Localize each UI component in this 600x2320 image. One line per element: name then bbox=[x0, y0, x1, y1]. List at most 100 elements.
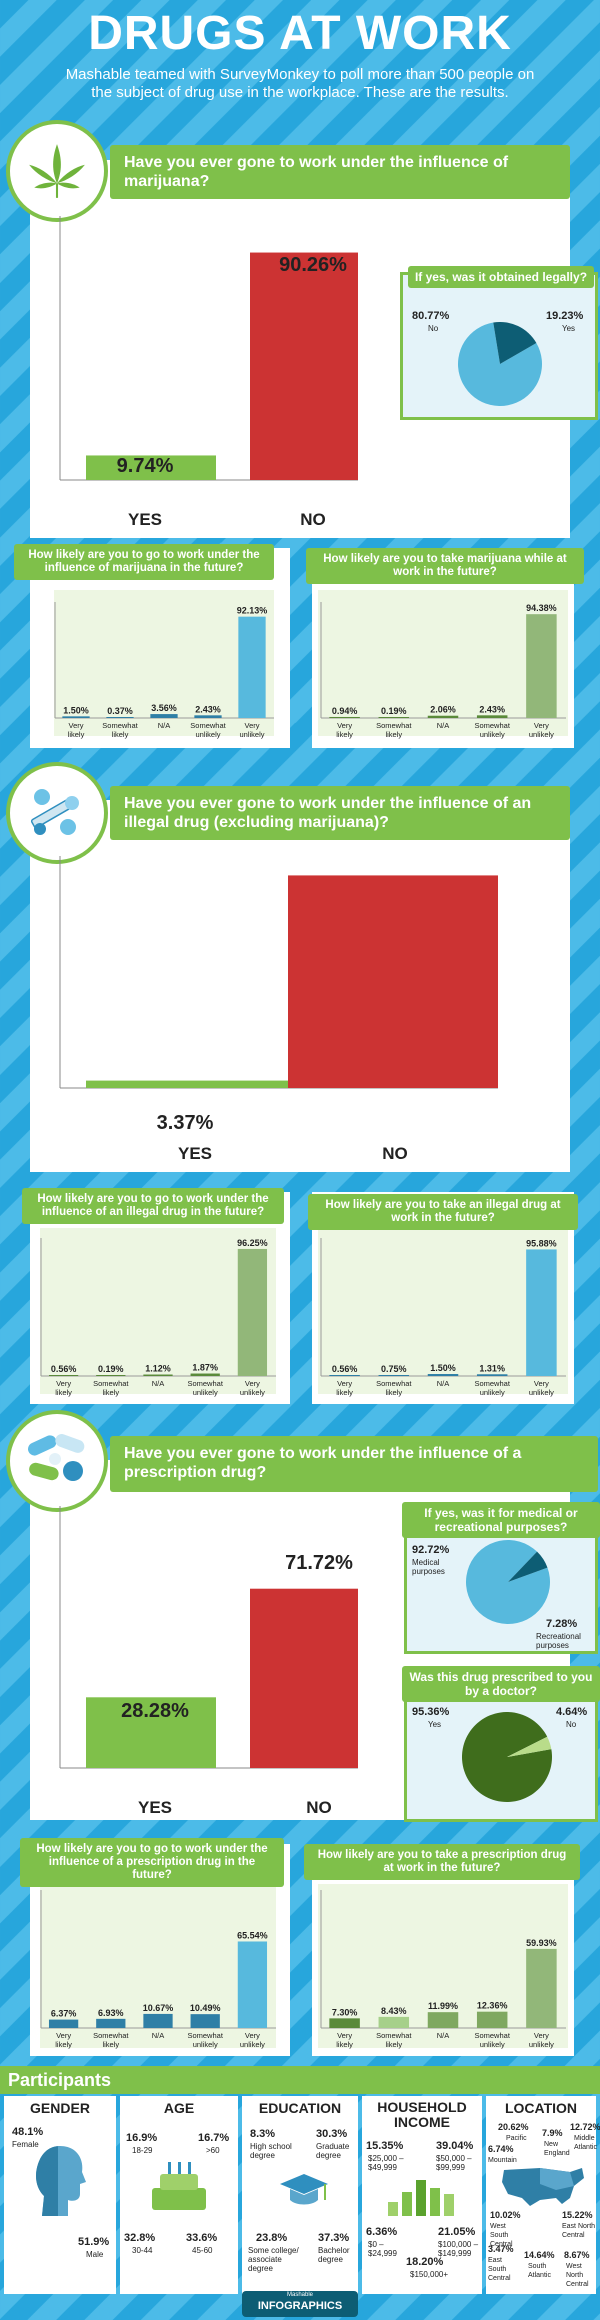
pie-slice-0 bbox=[458, 322, 542, 406]
brand-badge: Mashable INFOGRAPHICS bbox=[242, 2291, 358, 2317]
small-category-label: Very bbox=[245, 2031, 260, 2040]
small-bar bbox=[476, 1374, 508, 1376]
esc-value: 3.47% bbox=[488, 2244, 514, 2254]
age-b-value: 16.7% bbox=[198, 2132, 230, 2144]
marijuana-yes-no-chart bbox=[59, 216, 358, 481]
graduation-cap-icon bbox=[280, 2174, 328, 2205]
small-bar bbox=[476, 2011, 508, 2028]
small-category-label: likely bbox=[385, 1388, 402, 1397]
prescribed-yes-value: 95.36% bbox=[412, 1706, 450, 1718]
location-title: LOCATION bbox=[504, 2100, 578, 2116]
small-category-label: Somewhat bbox=[474, 2031, 510, 2040]
participants-header: Participants bbox=[0, 2066, 600, 2094]
enc-label: East North Central bbox=[562, 2223, 596, 2239]
small-category-label: Somewhat bbox=[376, 1379, 412, 1388]
small-category-label: likely bbox=[68, 730, 85, 739]
small-bar bbox=[190, 2014, 220, 2028]
wsc-label: West South Central bbox=[490, 2223, 513, 2248]
prescribed-no-label: No bbox=[566, 1720, 577, 1729]
illegal-question: Have you ever gone to work under the inf… bbox=[124, 795, 532, 831]
small-category-label: unlikely bbox=[239, 730, 264, 739]
small-chart-bg-1 bbox=[54, 590, 274, 736]
middle-atlantic-value: 12.72% bbox=[570, 2122, 600, 2132]
small-bar bbox=[526, 614, 557, 718]
small-category-label: unlikely bbox=[529, 1388, 554, 1397]
small-category-label: N/A bbox=[152, 2031, 165, 2040]
small-category-label: N/A bbox=[437, 721, 450, 730]
small-bar-value: 94.38% bbox=[526, 603, 557, 613]
edu-b-label: Graduate degree bbox=[316, 2142, 350, 2160]
illegal-yes-value: 3.37% bbox=[156, 1112, 214, 1134]
small-bar-value: 2.43% bbox=[479, 704, 505, 714]
age-a-value: 16.9% bbox=[126, 2132, 158, 2144]
small-category-label: Somewhat bbox=[187, 2031, 223, 2040]
legal-no-value: 80.77% bbox=[412, 310, 450, 322]
small-category-label: unlikely bbox=[240, 2040, 265, 2049]
illegal-question-banner: Have you ever gone to work under the inf… bbox=[110, 786, 570, 840]
small-category-label: Somewhat bbox=[102, 721, 138, 730]
small-bar bbox=[190, 1373, 220, 1376]
small-chart-title-3: How likely are you to go to work under t… bbox=[22, 1188, 284, 1224]
small-bar bbox=[194, 715, 222, 718]
income-title: HOUSEHOLD INCOME bbox=[377, 2099, 467, 2130]
wsc-value: 10.02% bbox=[490, 2210, 521, 2220]
pie-slice-1 bbox=[493, 322, 537, 364]
page-title: DRUGS AT WORK bbox=[88, 7, 512, 60]
small-bar-value: 92.13% bbox=[237, 606, 268, 616]
small-category-label: Very bbox=[245, 1379, 260, 1388]
small-category-label: unlikely bbox=[529, 730, 554, 739]
small-bar bbox=[48, 1375, 79, 1376]
edu-a-value: 8.3% bbox=[250, 2128, 276, 2140]
small-chart-2: 0.94%Verylikely0.19%Somewhatlikely2.06%N… bbox=[320, 602, 566, 739]
income-c-value: 6.36% bbox=[366, 2226, 398, 2238]
new-england-value: 7.9% bbox=[542, 2128, 563, 2138]
small-bar bbox=[476, 715, 508, 718]
illegal-no-value: 96.63% bbox=[361, 858, 429, 880]
small-bar bbox=[526, 1249, 557, 1376]
small-category-label: Very bbox=[534, 2031, 549, 2040]
new-england-label: New England bbox=[544, 2141, 570, 2157]
small-category-label: Very bbox=[337, 2031, 352, 2040]
small-bar-value: 65.54% bbox=[237, 1930, 268, 1940]
income-d-label: $100,000 – $149,999 bbox=[438, 2240, 479, 2258]
small-bar-value: 0.56% bbox=[51, 1364, 77, 1374]
small-bar-value: 96.25% bbox=[237, 1238, 268, 1248]
wnc-value: 8.67% bbox=[564, 2250, 590, 2260]
small-category-label: likely bbox=[55, 1388, 72, 1397]
pacific-label: Pacific bbox=[506, 2135, 527, 2142]
small-category-label: unlikely bbox=[193, 1388, 218, 1397]
small-bar-value: 8.43% bbox=[381, 2006, 407, 2016]
bar-yes bbox=[86, 1697, 216, 1768]
small-bar bbox=[143, 2013, 173, 2028]
bar-yes bbox=[86, 1080, 316, 1088]
small-category-label: unlikely bbox=[480, 2040, 505, 2049]
small-chart-3: 0.56%Verylikely0.19%Somewhatlikely1.12%N… bbox=[40, 1238, 276, 1397]
pie-slice-1 bbox=[507, 1736, 552, 1757]
small-bar bbox=[427, 1374, 459, 1376]
age-b-label: >60 bbox=[206, 2146, 220, 2155]
prescription-question: Have you ever gone to work under the inf… bbox=[124, 1445, 522, 1481]
small-category-label: N/A bbox=[437, 1379, 450, 1388]
small-chart-title-2: How likely are you to take marijuana whi… bbox=[306, 548, 584, 584]
small-bar-value: 0.94% bbox=[332, 706, 358, 716]
small-category-label: unlikely bbox=[480, 1388, 505, 1397]
small-bar bbox=[427, 2012, 459, 2028]
small-chart-title-5: How likely are you to go to work under t… bbox=[20, 1838, 284, 1887]
income-a-value: 15.35% bbox=[366, 2140, 404, 2152]
small-bar-value: 0.75% bbox=[381, 1364, 407, 1374]
small-category-label: unlikely bbox=[529, 2040, 554, 2049]
small-bar-value: 10.67% bbox=[143, 2003, 174, 2013]
small-category-label: Very bbox=[337, 1379, 352, 1388]
small-bar-value: 0.37% bbox=[107, 706, 133, 716]
small-category-label: N/A bbox=[158, 721, 171, 730]
head-profile-icon bbox=[36, 2146, 86, 2216]
edu-c-label: Some college/ associate degree bbox=[248, 2246, 299, 2273]
small-category-label: likely bbox=[102, 2040, 119, 2049]
purpose-pie-chart bbox=[466, 1540, 550, 1624]
small-category-label: Very bbox=[244, 721, 259, 730]
bar-no bbox=[288, 875, 498, 1088]
pie-slice-1 bbox=[508, 1551, 548, 1582]
edu-b-value: 30.3% bbox=[316, 2128, 348, 2140]
small-bar-value: 1.31% bbox=[479, 1363, 505, 1373]
small-category-label: Very bbox=[56, 1379, 71, 1388]
